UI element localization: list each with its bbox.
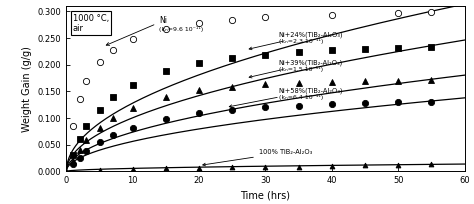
Text: 1000 °C,
air: 1000 °C, air xyxy=(73,14,109,33)
Text: (kₙ=1.5 10⁻¹¹): (kₙ=1.5 10⁻¹¹) xyxy=(279,66,323,72)
Text: (kₙ=9.6 10⁻¹¹): (kₙ=9.6 10⁻¹¹) xyxy=(159,26,203,32)
Text: Ni+24%(TiB₂-Al₂O₃): Ni+24%(TiB₂-Al₂O₃) xyxy=(249,32,343,50)
X-axis label: Time (hrs): Time (hrs) xyxy=(240,191,291,201)
Y-axis label: Weight Gain (g/g): Weight Gain (g/g) xyxy=(22,46,32,132)
Text: Ni+39%(TiB₂-Al₂O₃): Ni+39%(TiB₂-Al₂O₃) xyxy=(249,60,343,78)
Text: 100% TiB₂-Al₂O₃: 100% TiB₂-Al₂O₃ xyxy=(203,149,312,166)
Text: Ni: Ni xyxy=(106,16,167,45)
Text: (kₙ=6.4 10⁻¹¹): (kₙ=6.4 10⁻¹¹) xyxy=(279,94,323,100)
Text: (kₙ=2.3 10⁻¹¹): (kₙ=2.3 10⁻¹¹) xyxy=(279,38,323,44)
Text: Ni+58%(TiB₂-Al₂O₃): Ni+58%(TiB₂-Al₂O₃) xyxy=(229,88,343,108)
